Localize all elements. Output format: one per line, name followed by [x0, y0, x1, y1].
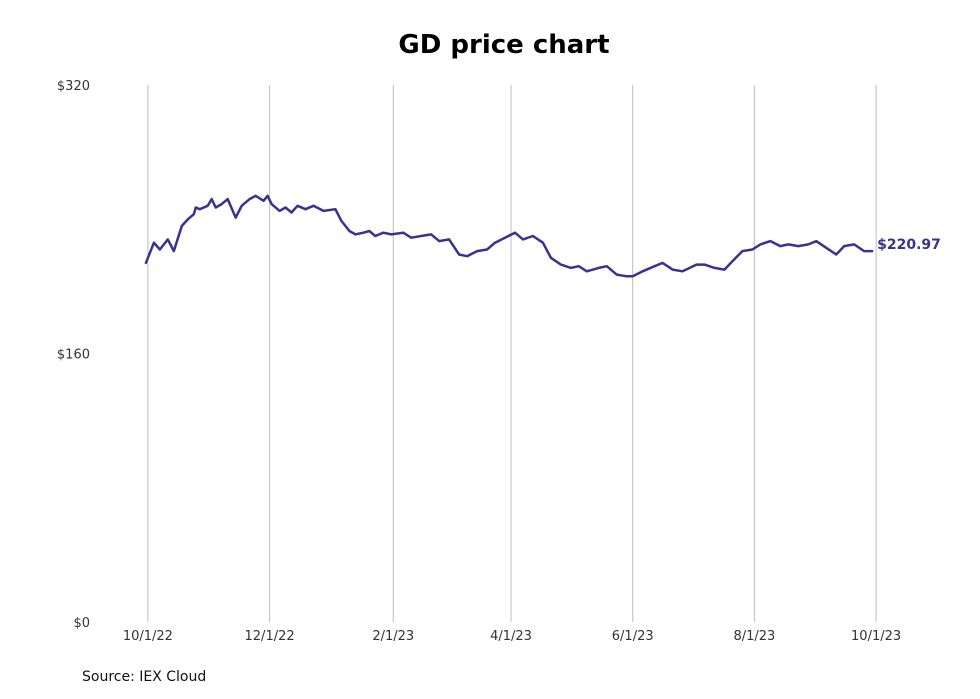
x-tick-label: 12/1/22 [245, 629, 295, 644]
x-tick-label: 8/1/23 [733, 629, 775, 644]
y-tick-label: $320 [57, 79, 90, 94]
x-tick-label: 10/1/22 [123, 629, 173, 644]
chart-title: GD price chart [398, 30, 610, 60]
x-tick-label: 6/1/23 [612, 629, 654, 644]
y-tick-label: $160 [57, 348, 90, 363]
x-tick-label: 2/1/23 [372, 629, 414, 644]
y-tick-label: $0 [73, 616, 90, 631]
last-price-label: $220.97 [877, 237, 941, 253]
x-tick-label: 4/1/23 [490, 629, 532, 644]
x-tick-label: 10/1/23 [851, 629, 901, 644]
source-note: Source: IEX Cloud [82, 669, 207, 685]
price-line [144, 194, 874, 278]
